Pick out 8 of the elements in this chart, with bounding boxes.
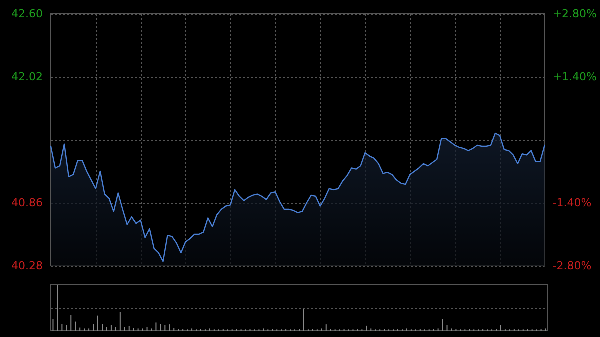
y2-tick-label: -2.80%: [552, 260, 592, 272]
y2-tick-label: +1.40%: [552, 70, 598, 84]
y-tick-label: 42.60: [12, 8, 43, 20]
y-tick-label: 40.28: [12, 260, 43, 272]
y-tick-label: 42.02: [12, 70, 43, 84]
y2-tick-label: -1.40%: [552, 196, 592, 210]
y-tick-label: 40.86: [12, 196, 43, 210]
y2-tick-label: +2.80%: [552, 8, 598, 20]
